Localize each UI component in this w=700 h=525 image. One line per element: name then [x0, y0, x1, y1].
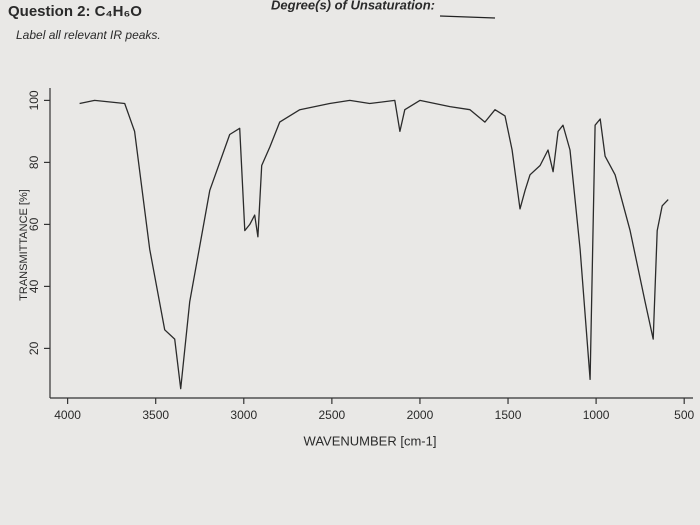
- chart-title: Question 2: C₄H₆O: [8, 3, 142, 20]
- x-tick-label: 3000: [230, 408, 257, 422]
- answer-line: [439, 15, 496, 19]
- y-tick-label: 40: [27, 279, 41, 293]
- x-tick-label: 2500: [319, 408, 346, 422]
- annotation: Degree(s) of Unsaturation:: [271, 0, 435, 12]
- y-tick-label: 100: [27, 90, 41, 110]
- y-tick-label: 20: [27, 341, 41, 355]
- x-tick-label: 500: [674, 408, 694, 422]
- x-tick-label: 1000: [583, 408, 610, 422]
- x-tick-label: 2000: [407, 408, 434, 422]
- spectrum-line: [79, 99, 669, 390]
- x-axis-label: WAVENUMBER [cm-1]: [304, 433, 437, 448]
- y-axis-label: TRANSMITTANCE [%]: [18, 189, 30, 301]
- x-tick-label: 3500: [142, 408, 169, 422]
- y-tick-label: 60: [27, 217, 41, 231]
- chart-subtitle: Label all relevant IR peaks.: [16, 28, 161, 42]
- x-tick-label: 1500: [495, 408, 522, 422]
- x-tick-label: 4000: [54, 408, 81, 422]
- y-tick-label: 80: [27, 155, 41, 169]
